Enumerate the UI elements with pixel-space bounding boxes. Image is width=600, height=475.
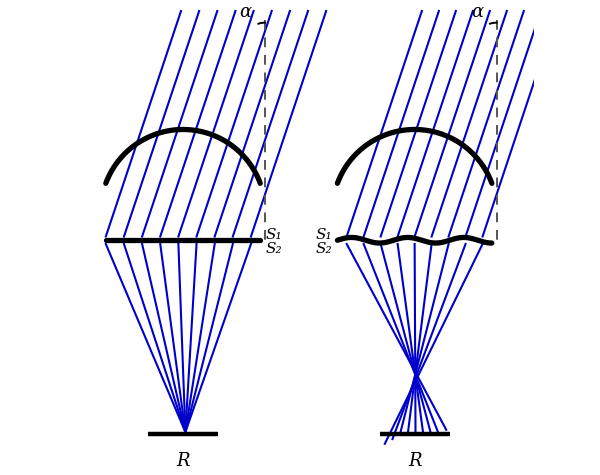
Text: R: R [176,452,190,470]
Text: S₁: S₁ [315,228,332,242]
Text: S₂: S₂ [266,242,283,256]
Text: S₁: S₁ [266,228,283,242]
Text: α: α [239,3,251,21]
Text: α: α [471,3,483,21]
Text: S₂: S₂ [315,242,332,256]
Text: R: R [408,452,421,470]
